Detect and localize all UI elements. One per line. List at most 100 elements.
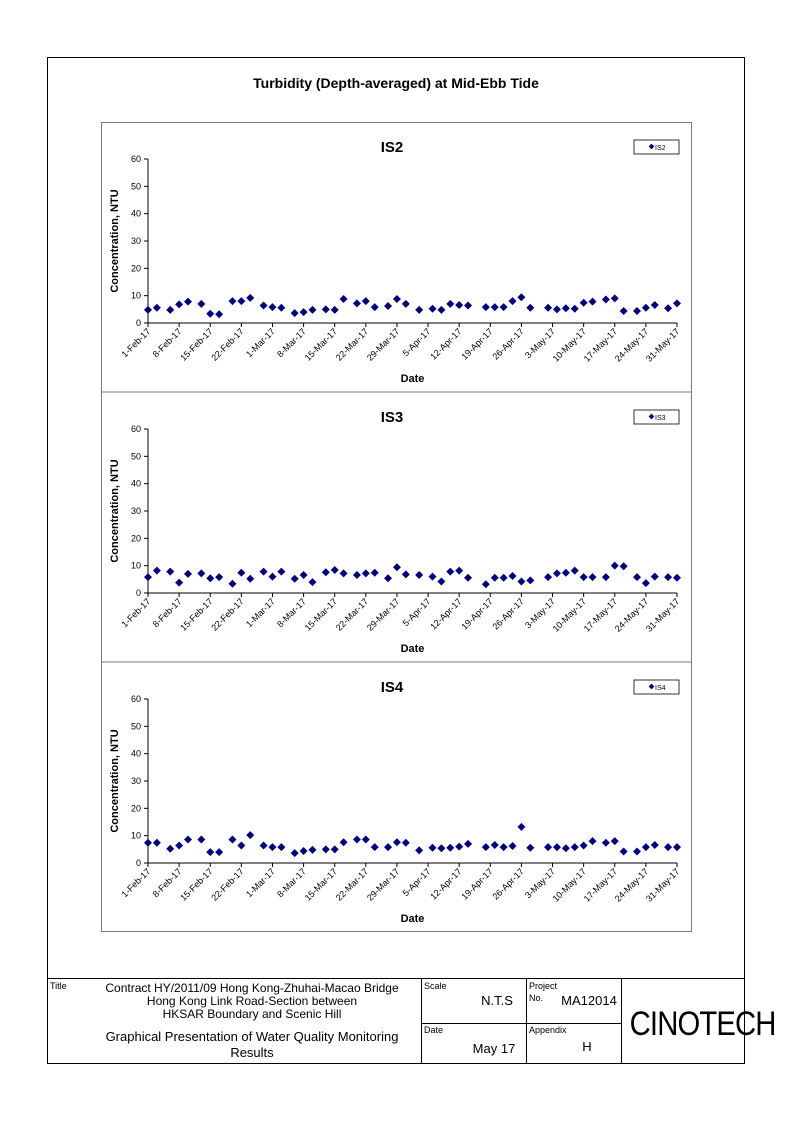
y-tick-label: 60 xyxy=(131,694,141,704)
data-point xyxy=(464,301,473,310)
data-point xyxy=(175,578,184,587)
data-point xyxy=(144,838,152,847)
y-tick-label: 40 xyxy=(131,479,141,489)
data-point xyxy=(401,299,410,308)
legend-label: IS4 xyxy=(655,685,666,692)
data-point xyxy=(330,845,339,854)
y-tick-label: 30 xyxy=(131,776,141,786)
data-point xyxy=(228,579,237,588)
data-point xyxy=(570,566,579,575)
data-point xyxy=(290,849,299,858)
data-point xyxy=(321,568,330,577)
data-point xyxy=(490,303,499,312)
data-point xyxy=(352,570,361,579)
data-point xyxy=(437,577,446,586)
data-point xyxy=(384,843,393,852)
x-axis-label: Date xyxy=(401,643,425,655)
x-tick-label: 31-May-17 xyxy=(644,596,681,633)
data-point xyxy=(246,831,255,840)
data-point xyxy=(481,580,490,589)
y-tick-label: 30 xyxy=(131,506,141,516)
data-point xyxy=(215,573,224,582)
legend-marker xyxy=(648,683,655,690)
data-point xyxy=(428,304,437,313)
data-point xyxy=(619,562,628,571)
data-point xyxy=(632,847,641,856)
data-point xyxy=(561,304,570,313)
data-point xyxy=(570,304,579,313)
project-no-label: No. xyxy=(529,993,544,1003)
chart-title: IS3 xyxy=(381,409,404,426)
data-point xyxy=(352,835,361,844)
data-point xyxy=(237,568,246,577)
data-point xyxy=(650,300,659,309)
data-point xyxy=(481,843,490,852)
y-tick-label: 10 xyxy=(131,561,141,571)
data-point xyxy=(144,573,152,582)
data-point xyxy=(579,841,588,850)
data-point xyxy=(552,843,561,852)
x-tick-label: 15-Mar-17 xyxy=(303,866,339,902)
data-point xyxy=(601,838,610,847)
data-point xyxy=(259,301,268,310)
x-tick-label: 5-Apr-17 xyxy=(401,326,433,358)
data-point xyxy=(588,573,597,582)
x-tick-label: 1-Mar-17 xyxy=(244,596,277,629)
data-point xyxy=(197,835,206,844)
x-tick-label: 5-Apr-17 xyxy=(401,866,433,898)
data-point xyxy=(490,840,499,849)
legend-marker xyxy=(648,413,655,420)
y-axis-label: Concentration, NTU xyxy=(109,729,121,832)
data-point xyxy=(610,561,619,570)
y-tick-label: 20 xyxy=(131,803,141,813)
y-tick-label: 40 xyxy=(131,209,141,219)
legend-box xyxy=(633,679,680,695)
legend-label: IS2 xyxy=(655,145,666,152)
x-tick-label: 1-Feb-17 xyxy=(120,866,153,899)
appendix-label: Appendix xyxy=(529,1025,567,1035)
data-point xyxy=(650,840,659,849)
data-point xyxy=(579,573,588,582)
x-tick-label: 22-Mar-17 xyxy=(334,596,370,632)
scale-label: Scale xyxy=(424,981,447,991)
data-point xyxy=(246,293,255,302)
x-tick-label: 19-Apr-17 xyxy=(459,596,494,631)
data-point xyxy=(464,573,473,582)
data-point xyxy=(370,303,379,312)
chart-panel-is3: IS3 0 10 20 30 40 50 60 Concentration, NTU 1-Feb-… xyxy=(101,391,692,655)
data-point xyxy=(446,299,455,308)
drawing-title-line-2: Results xyxy=(230,1045,274,1060)
legend-box xyxy=(633,409,680,425)
data-point xyxy=(499,303,508,312)
chart-area-border xyxy=(101,122,692,932)
data-point xyxy=(152,303,161,312)
data-point xyxy=(508,572,517,581)
data-point xyxy=(561,844,570,853)
cinotech-logo: CINOTECH xyxy=(629,1005,777,1043)
data-point xyxy=(601,573,610,582)
y-tick-label: 0 xyxy=(136,318,141,328)
x-tick-label: 15-Feb-17 xyxy=(178,596,214,632)
data-point xyxy=(415,570,424,579)
data-point xyxy=(197,299,206,308)
data-point xyxy=(610,837,619,846)
data-point xyxy=(392,838,401,847)
x-tick-label: 12-Apr-17 xyxy=(428,326,463,361)
data-point xyxy=(619,306,628,315)
data-point xyxy=(544,843,553,852)
x-axis-label: Date xyxy=(401,373,425,385)
date-value: May 17 xyxy=(472,1041,516,1056)
x-tick-label: 29-Mar-17 xyxy=(365,866,401,902)
data-point xyxy=(308,305,317,314)
legend: IS4 xyxy=(633,679,680,695)
y-tick-label: 50 xyxy=(131,451,141,461)
x-tick-label: 15-Feb-17 xyxy=(178,866,214,902)
data-point xyxy=(508,297,517,306)
data-point xyxy=(268,572,277,581)
y-tick-label: 30 xyxy=(131,236,141,246)
data-point xyxy=(308,845,317,854)
data-point xyxy=(526,303,535,312)
data-point xyxy=(268,843,277,852)
data-point xyxy=(290,309,299,318)
data-point xyxy=(499,573,508,582)
